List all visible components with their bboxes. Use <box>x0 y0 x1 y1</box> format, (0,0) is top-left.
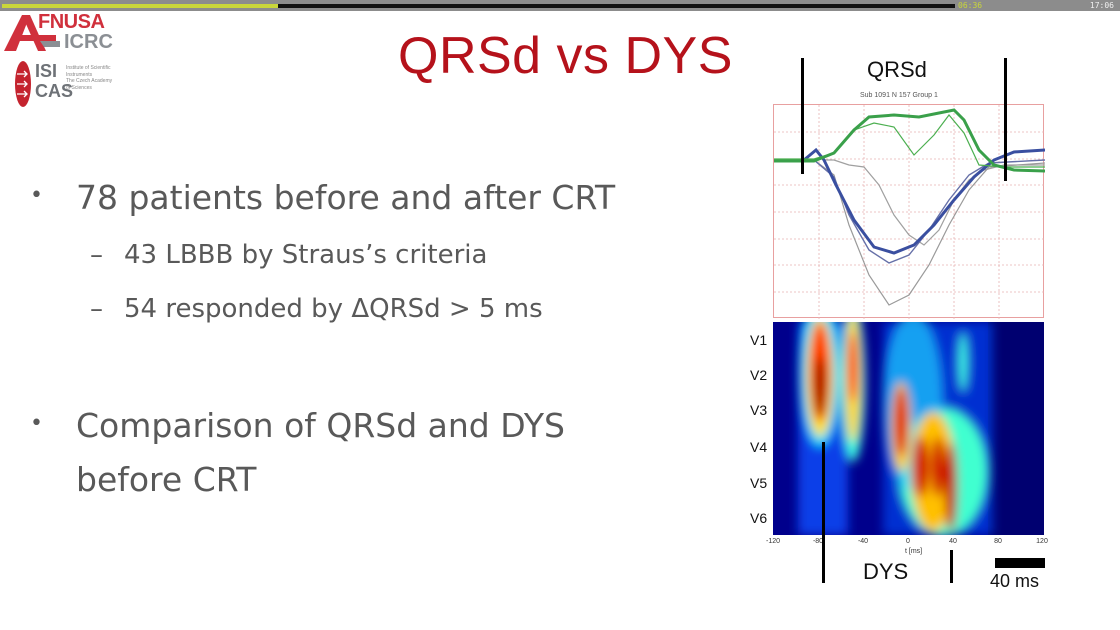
figure-subtitle: Sub 1091 N 157 Group 1 <box>860 92 938 99</box>
lead-label-v3: V3 <box>750 402 768 418</box>
bullet-item: • Comparison of QRSd and DYS before CRT <box>30 400 670 506</box>
x-tick: 40 <box>949 538 957 545</box>
lead-label-v6: V6 <box>750 510 768 526</box>
x-tick: 0 <box>906 538 910 545</box>
icrc-text: ICRC <box>64 31 113 53</box>
lead-label-v2: V2 <box>750 367 768 383</box>
qrs-offset-marker <box>1004 58 1007 181</box>
x-tick: 120 <box>1036 538 1048 545</box>
lead-label-v5: V5 <box>750 475 768 491</box>
video-player-bar: 06:36 17:06 <box>0 0 1120 11</box>
fnusa-logo-mark-icon <box>4 15 60 51</box>
dys-onset-marker <box>822 442 825 583</box>
qrsd-label: QRSd <box>867 57 927 82</box>
dash-icon: – <box>90 294 103 324</box>
playback-progress-track[interactable] <box>2 4 955 8</box>
cas-text: CAS <box>35 81 74 101</box>
scale-bar <box>995 558 1045 568</box>
x-tick: 80 <box>994 538 1002 545</box>
elapsed-time: 06:36 <box>958 1 983 10</box>
sub-bullet-item: –43 LBBB by Straus’s criteria <box>90 240 488 270</box>
fnusa-text: FNUSA <box>38 11 105 33</box>
clock-time: 17:06 <box>1089 1 1114 10</box>
bullet-dot-icon: • <box>30 410 43 436</box>
isi-cas-logo: ISI CAS Institute of Scientific Instrume… <box>14 60 134 110</box>
sub-bullet-item: –54 responded by ΔQRSd > 5 ms <box>90 294 543 324</box>
waveform-chart <box>774 105 1046 319</box>
ecg-waveform-plot <box>773 104 1046 319</box>
scale-bar-label: 40 ms <box>990 571 1040 591</box>
isi-subtitle: Institute of Scientific Instruments The … <box>66 65 113 91</box>
isi-text: ISI <box>35 61 58 81</box>
bullet-item: • 78 patients before and after CRT <box>30 176 615 222</box>
heatmap-chart <box>773 322 1044 535</box>
playback-progress-fill <box>2 4 279 8</box>
x-tick: -80 <box>812 538 824 545</box>
x-tick: -40 <box>857 538 869 545</box>
dys-label: DYS <box>863 559 909 584</box>
fnusa-icrc-logo: FNUSA ICRC <box>4 11 134 55</box>
dash-icon: – <box>90 240 103 270</box>
x-tick: -120 <box>765 538 781 545</box>
qrsd-dys-figure: QRSd Sub 1091 N 157 Group 1 <box>740 55 1060 600</box>
slide-title: QRSd vs DYS <box>398 27 733 85</box>
qrs-onset-marker <box>801 58 804 174</box>
x-axis-label: t [ms] <box>905 548 923 555</box>
bullet-dot-icon: • <box>30 182 43 208</box>
dyssynchrony-heatmap <box>773 322 1044 535</box>
lead-label-v4: V4 <box>750 439 768 455</box>
isi-logo-mark-icon <box>15 61 31 107</box>
lead-label-v1: V1 <box>750 332 768 348</box>
dys-offset-marker <box>950 550 953 583</box>
